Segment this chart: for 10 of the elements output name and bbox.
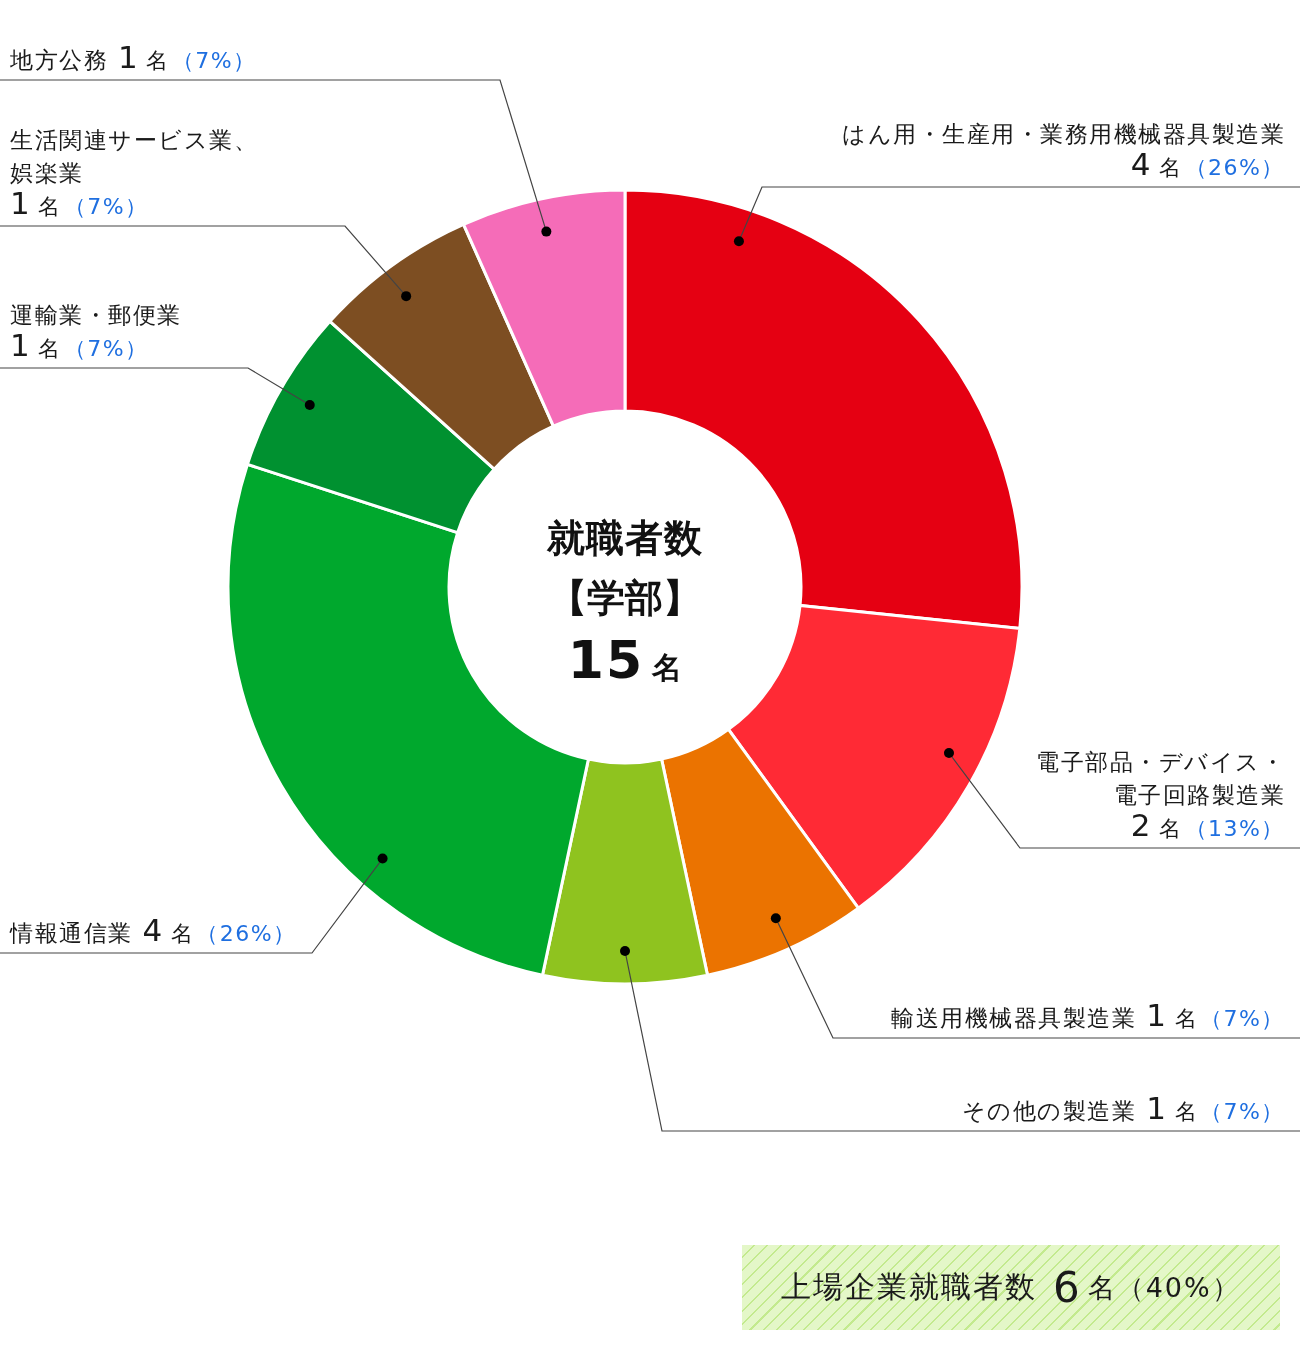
slice-label: 電子部品・デバイス・電子回路製造業 (1036, 749, 1285, 808)
slice-label: 輸送用機械器具製造業 (891, 1005, 1137, 1031)
text: 【学部】 (548, 575, 702, 622)
slice-label: 地方公務 (9, 47, 108, 73)
slice-label: はん用・生産用・業務用機械器具製造業 (842, 121, 1285, 147)
slice-label: 運輸業・郵便業 (10, 302, 182, 328)
slice-label: 生活関連サービス業、娯楽業 (10, 127, 258, 186)
slice-label: その他の製造業 (961, 1098, 1137, 1124)
text: 就職者数 (546, 515, 704, 562)
slice-label: 情報通信業 (9, 920, 133, 946)
